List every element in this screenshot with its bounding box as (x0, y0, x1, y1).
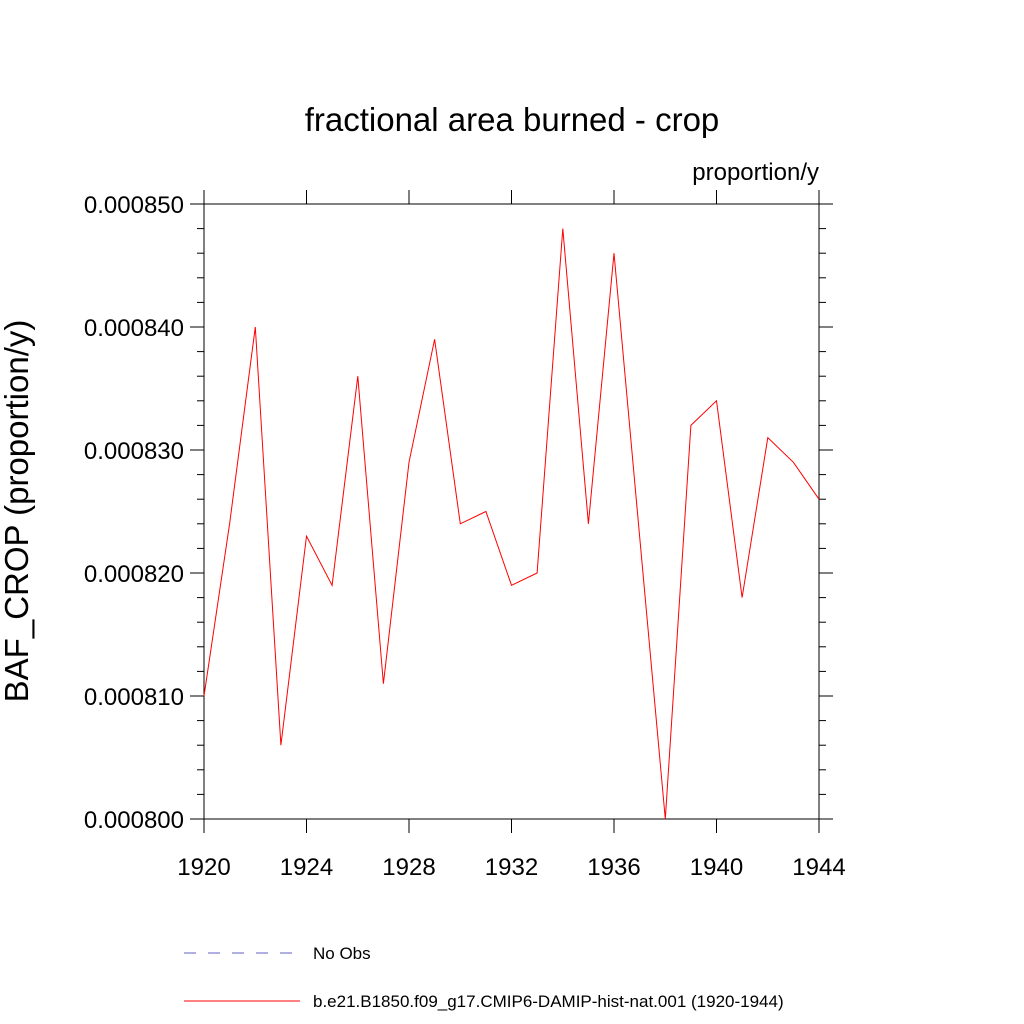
legend-label-model-run: b.e21.B1850.f09_g17.CMIP6-DAMIP-hist-nat… (313, 992, 784, 1011)
y-axis-ticks: 0.000800 0.000810 0.000820 0.000830 0.000840… (84, 192, 833, 834)
plot-area-frame (203, 203, 820, 820)
x-tick-label: 1944 (792, 854, 845, 881)
y-tick-label: 0.000840 (84, 315, 184, 342)
y-tick-label: 0.000800 (84, 807, 184, 834)
chart-title: fractional area burned - crop (305, 101, 720, 138)
x-tick-label: 1932 (485, 854, 538, 881)
x-tick-label: 1924 (280, 854, 333, 881)
units-label: proportion/y (692, 159, 819, 186)
x-tick-label: 1940 (690, 854, 743, 881)
series-layer (203, 228, 820, 820)
x-tick-label: 1936 (587, 854, 640, 881)
y-tick-label: 0.000820 (84, 561, 184, 588)
legend: No Obs b.e21.B1850.f09_g17.CMIP6-DAMIP-h… (184, 944, 784, 1011)
y-tick-label: 0.000830 (84, 438, 184, 465)
y-tick-label: 0.000850 (84, 192, 184, 219)
x-tick-label: 1928 (382, 854, 435, 881)
legend-label-no-obs: No Obs (313, 944, 371, 963)
y-tick-label: 0.000810 (84, 684, 184, 711)
x-axis-ticks: 1920 1924 1928 1932 1936 1940 1944 (177, 190, 846, 881)
series-line (203, 228, 820, 820)
y-axis-label: BAF_CROP (proportion/y) (0, 320, 35, 703)
x-tick-label: 1920 (177, 854, 230, 881)
